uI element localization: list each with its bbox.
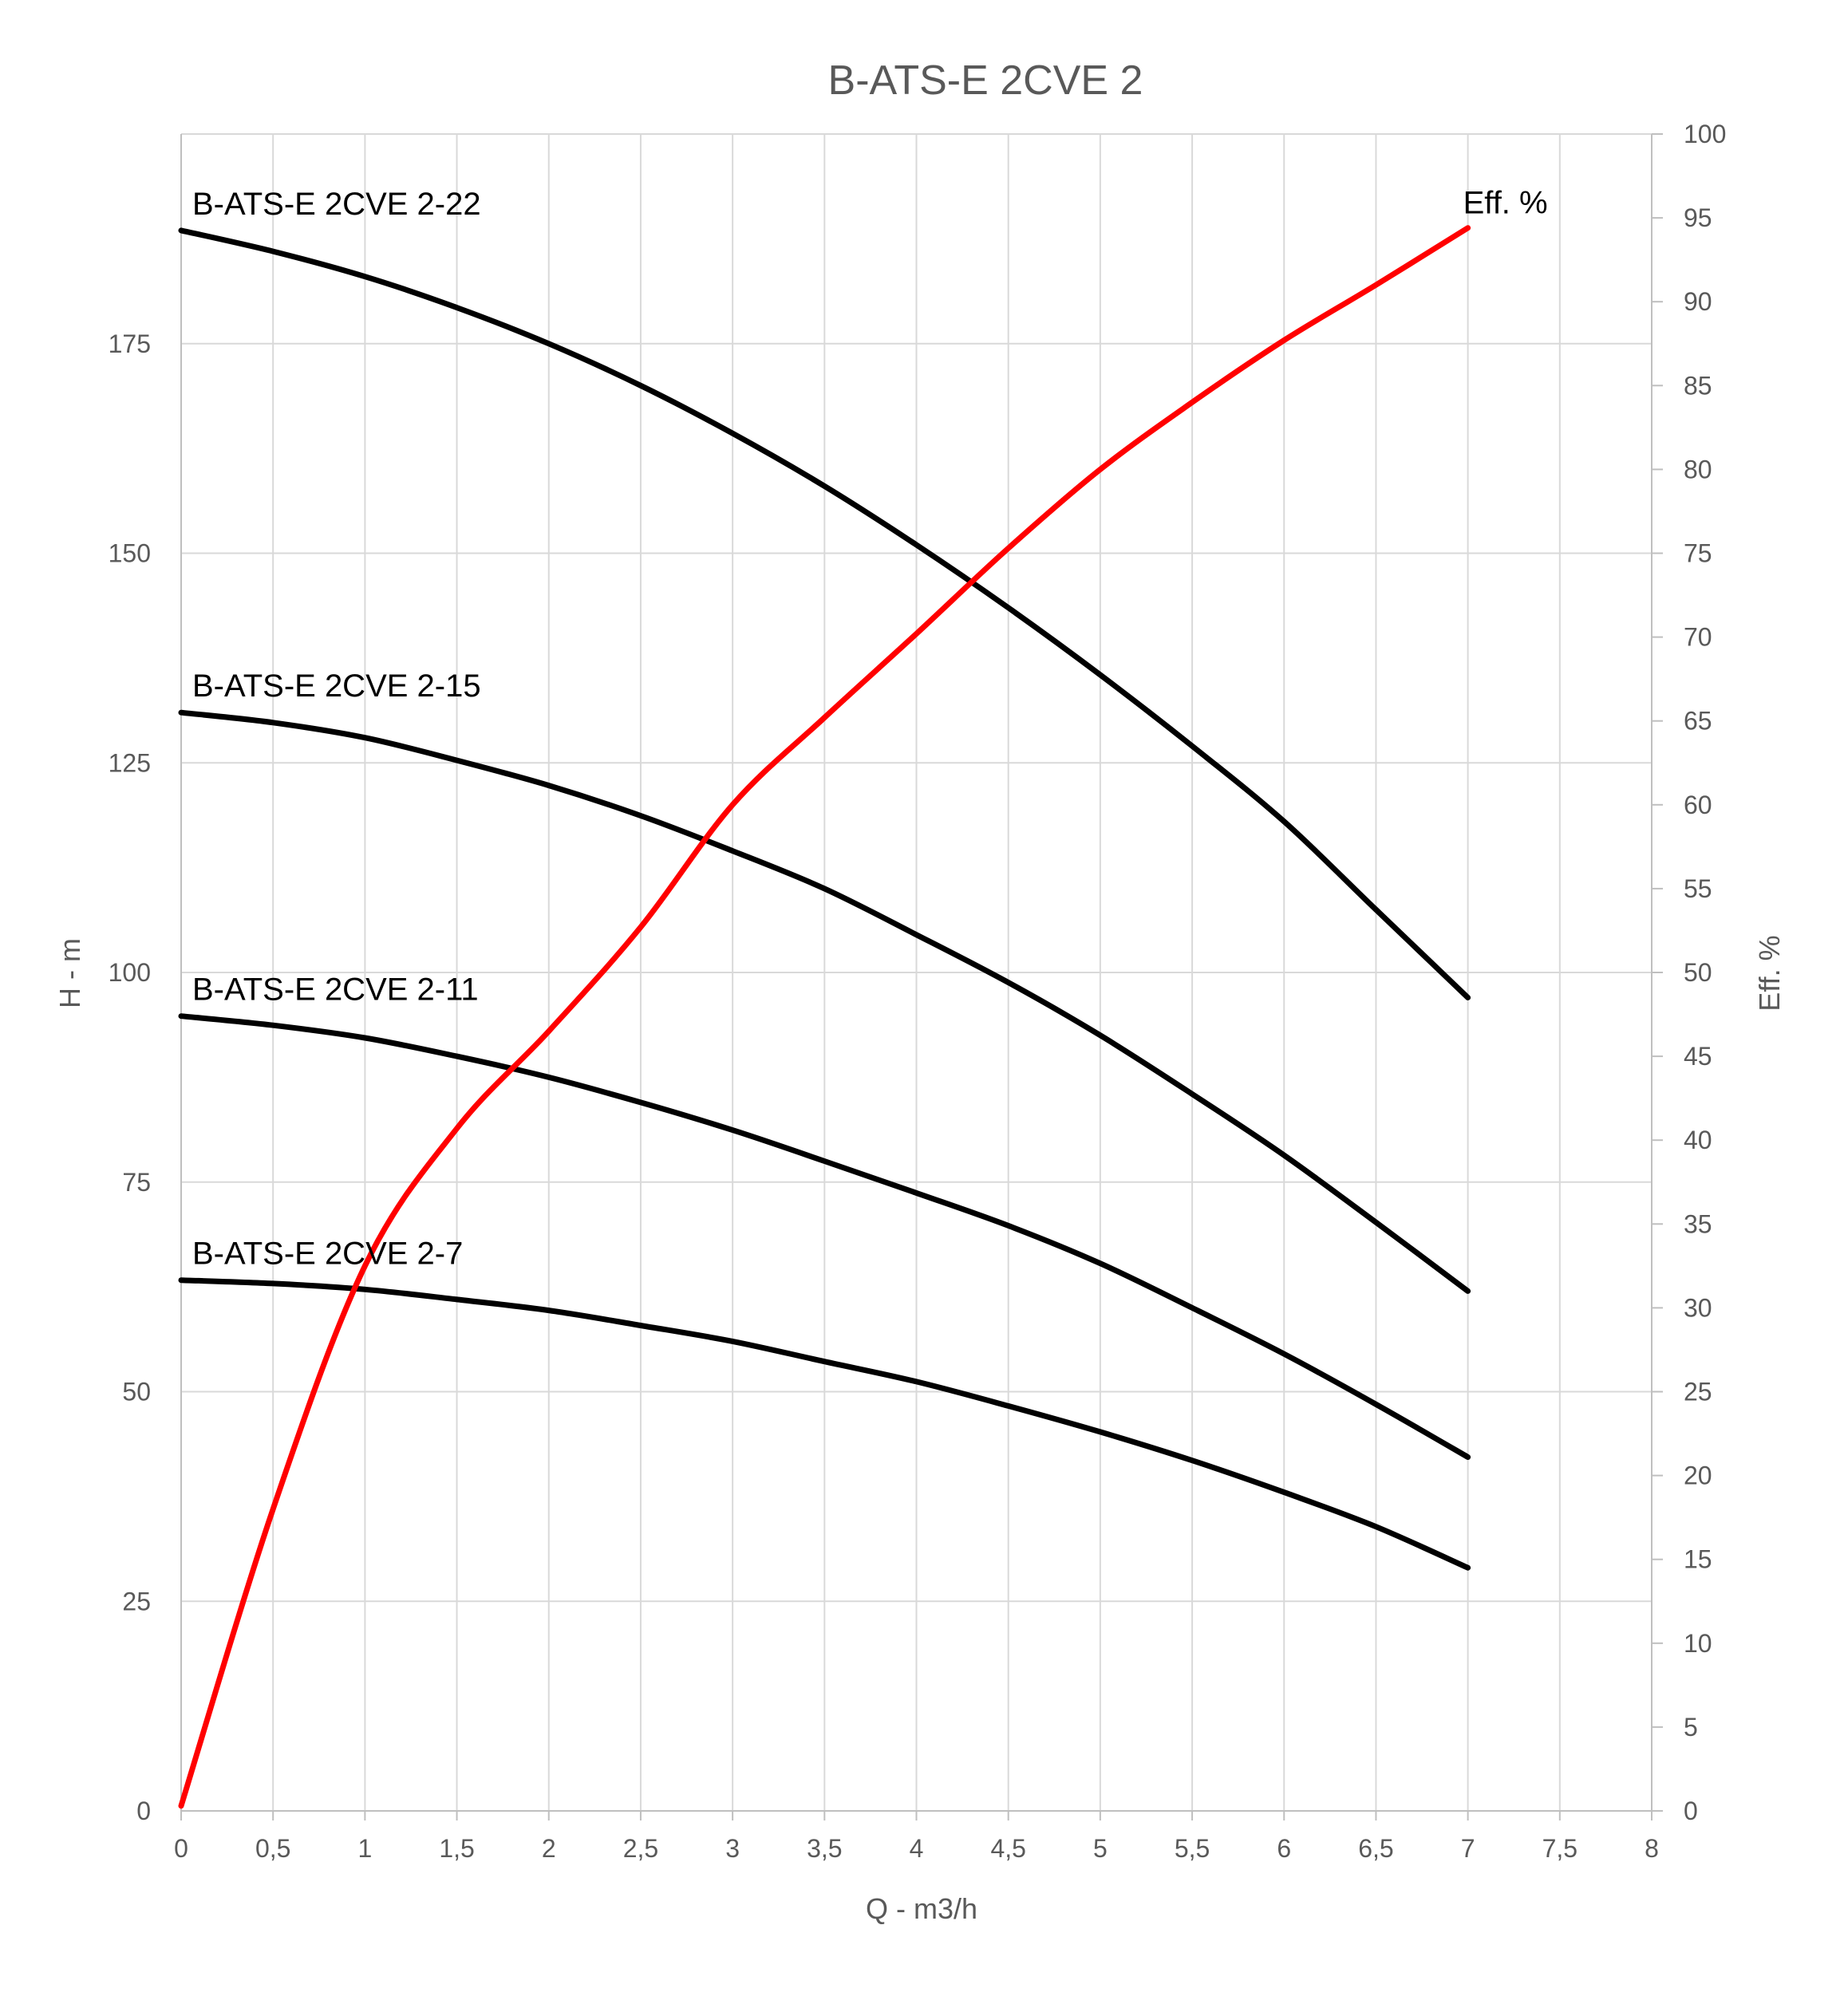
series-label-b-ats-e-2cve-2-22: B-ATS-E 2CVE 2-22 [192,187,481,222]
x-tick-label: 3,5 [807,1834,842,1863]
x-tick-label: 0 [174,1834,188,1863]
x-axis-title: Q - m3/h [866,1892,977,1925]
y-axis-title: H - m [53,938,86,1008]
y2-tick-label: 15 [1684,1545,1712,1574]
y2-tick-label: 30 [1684,1293,1712,1322]
x-tick-label: 0,5 [255,1834,290,1863]
x-tick-label: 3 [725,1834,740,1863]
y2-tick-label: 90 [1684,287,1712,316]
y2-tick-label: 5 [1684,1713,1698,1742]
y2-tick-label: 85 [1684,371,1712,400]
axes [180,133,1663,1820]
y2-tick-label: 0 [1684,1797,1698,1825]
x-tick-label: 6,5 [1358,1834,1393,1863]
x-tick-label: 8 [1645,1834,1659,1863]
gridlines [180,133,1653,1812]
y-tick-label: 25 [122,1587,151,1615]
y2-tick-label: 70 [1684,623,1712,652]
series-line-b-ats-e-2cve-2-11 [178,1013,1471,1460]
series-label-eff: Eff. % [1463,186,1548,221]
x-tick-label: 1 [357,1834,372,1863]
x-tick-label: 2,5 [623,1834,658,1863]
x-tick-label: 5 [1093,1834,1108,1863]
series-label-b-ats-e-2cve-2-15: B-ATS-E 2CVE 2-15 [192,669,481,704]
y-tick-label: 100 [109,958,151,987]
x-tick-label: 2 [542,1834,556,1863]
series-lines [178,225,1471,1809]
y-tick-label: 50 [122,1378,151,1406]
y2-tick-label: 35 [1684,1209,1712,1238]
series-label-b-ats-e-2cve-2-7: B-ATS-E 2CVE 2-7 [192,1237,463,1272]
y-tick-label: 0 [136,1797,151,1825]
y-tick-label: 75 [122,1168,151,1197]
x-tick-label: 4,5 [990,1834,1025,1863]
y-tick-label: 125 [109,748,151,777]
y2-tick-label: 25 [1684,1378,1712,1406]
chart-title: B-ATS-E 2CVE 2 [828,57,1143,104]
x-tick-label: 4 [910,1834,924,1863]
y2-tick-label: 40 [1684,1126,1712,1154]
y2-tick-label: 100 [1684,120,1726,148]
y2-tick-label: 55 [1684,874,1712,903]
y2-tick-label: 20 [1684,1461,1712,1490]
series-labels: B-ATS-E 2CVE 2-22 B-ATS-E 2CVE 2-15 B-ATS-… [192,186,1548,1272]
y2-tick-label: 65 [1684,707,1712,736]
series-line-b-ats-e-2cve-2-7 [178,1277,1471,1571]
y2-tick-label: 10 [1684,1629,1712,1658]
x-tick-label: 6 [1277,1834,1291,1863]
series-line-eff [178,225,1471,1809]
x-tick-label: 5,5 [1175,1834,1210,1863]
y2-tick-label: 75 [1684,539,1712,568]
y2-tick-label: 95 [1684,203,1712,232]
y2-tick-label: 60 [1684,791,1712,819]
x-tick-label: 1,5 [439,1834,474,1863]
series-line-b-ats-e-2cve-2-15 [178,709,1471,1294]
tick-labels: 0 0,5 1 1,5 2 2,5 3 3,5 4 4,5 5 5,5 6 6,5 7 7,5 80255075… [109,120,1727,1863]
y2-tick-label: 45 [1684,1042,1712,1071]
y2-axis-title: Eff. % [1753,935,1786,1011]
y-tick-label: 150 [109,539,151,568]
x-tick-label: 7,5 [1542,1834,1578,1863]
y2-tick-label: 50 [1684,958,1712,987]
series-label-b-ats-e-2cve-2-11: B-ATS-E 2CVE 2-11 [192,972,479,1008]
x-tick-label: 7 [1461,1834,1475,1863]
series-line-b-ats-e-2cve-2-22 [178,227,1471,1000]
y2-tick-label: 80 [1684,455,1712,483]
y-tick-label: 175 [109,329,151,358]
